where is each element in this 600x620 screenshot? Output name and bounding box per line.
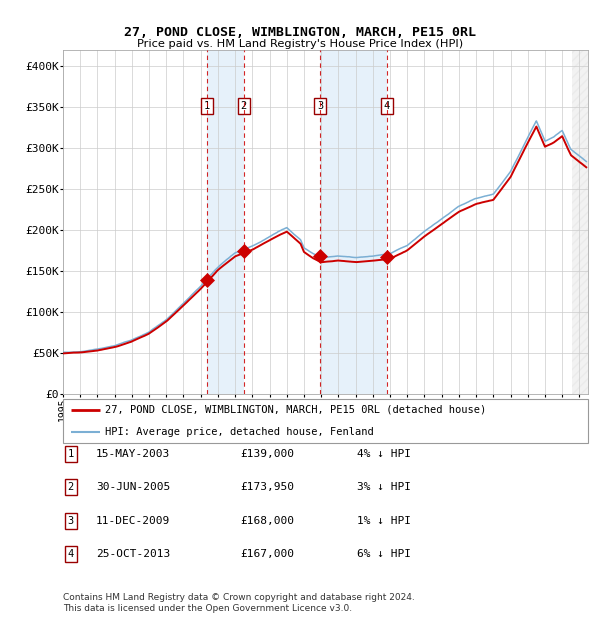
Text: 6% ↓ HPI: 6% ↓ HPI	[357, 549, 411, 559]
Bar	[572, 50, 588, 394]
Text: 27, POND CLOSE, WIMBLINGTON, MARCH, PE15 0RL (detached house): 27, POND CLOSE, WIMBLINGTON, MARCH, PE15…	[105, 405, 486, 415]
Text: £168,000: £168,000	[240, 516, 294, 526]
Text: £167,000: £167,000	[240, 549, 294, 559]
Text: 27, POND CLOSE, WIMBLINGTON, MARCH, PE15 0RL: 27, POND CLOSE, WIMBLINGTON, MARCH, PE15…	[124, 26, 476, 39]
Bar	[207, 50, 244, 394]
Text: 25-OCT-2013: 25-OCT-2013	[96, 549, 170, 559]
Text: HPI: Average price, detached house, Fenland: HPI: Average price, detached house, Fenl…	[105, 427, 374, 437]
FancyBboxPatch shape	[63, 399, 588, 443]
Text: £139,000: £139,000	[240, 449, 294, 459]
Text: 30-JUN-2005: 30-JUN-2005	[96, 482, 170, 492]
Text: 3% ↓ HPI: 3% ↓ HPI	[357, 482, 411, 492]
Text: 3: 3	[68, 516, 74, 526]
Text: 4: 4	[384, 101, 390, 111]
Text: 4: 4	[68, 549, 74, 559]
Text: 4% ↓ HPI: 4% ↓ HPI	[357, 449, 411, 459]
Text: 15-MAY-2003: 15-MAY-2003	[96, 449, 170, 459]
Text: Contains HM Land Registry data © Crown copyright and database right 2024.
This d: Contains HM Land Registry data © Crown c…	[63, 593, 415, 613]
Text: 2: 2	[68, 482, 74, 492]
Text: 1: 1	[68, 449, 74, 459]
Text: 3: 3	[317, 101, 323, 111]
Text: 11-DEC-2009: 11-DEC-2009	[96, 516, 170, 526]
Text: 2: 2	[241, 101, 247, 111]
Text: 1: 1	[204, 101, 210, 111]
Bar	[320, 50, 387, 394]
Text: 1% ↓ HPI: 1% ↓ HPI	[357, 516, 411, 526]
Text: Price paid vs. HM Land Registry's House Price Index (HPI): Price paid vs. HM Land Registry's House …	[137, 39, 463, 49]
Text: £173,950: £173,950	[240, 482, 294, 492]
